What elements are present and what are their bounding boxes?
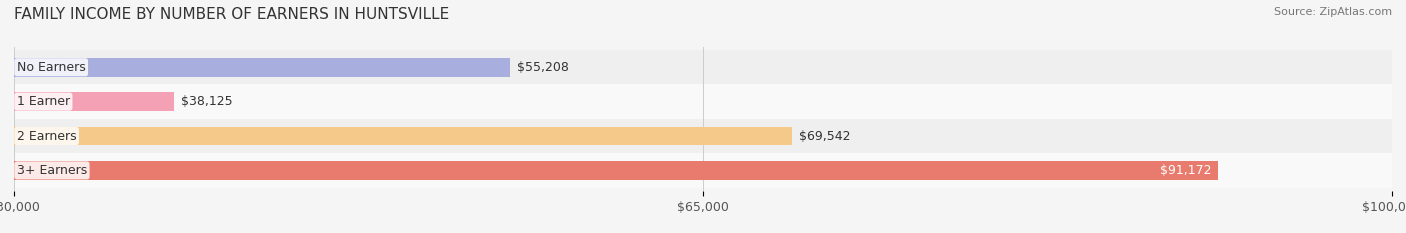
Bar: [14, 127, 793, 145]
Text: FAMILY INCOME BY NUMBER OF EARNERS IN HUNTSVILLE: FAMILY INCOME BY NUMBER OF EARNERS IN HU…: [14, 7, 450, 22]
Bar: [14, 84, 1392, 119]
Bar: [14, 153, 1392, 188]
Text: 1 Earner: 1 Earner: [17, 95, 70, 108]
Bar: [14, 161, 1218, 180]
Text: Source: ZipAtlas.com: Source: ZipAtlas.com: [1274, 7, 1392, 17]
Text: $69,542: $69,542: [799, 130, 851, 143]
Text: $55,208: $55,208: [517, 61, 569, 74]
Bar: [14, 119, 1392, 153]
Text: No Earners: No Earners: [17, 61, 86, 74]
Bar: [14, 92, 174, 111]
Text: $91,172: $91,172: [1160, 164, 1212, 177]
Bar: [14, 50, 1392, 84]
Bar: [14, 58, 510, 77]
Text: 2 Earners: 2 Earners: [17, 130, 76, 143]
Text: $38,125: $38,125: [181, 95, 232, 108]
Text: 3+ Earners: 3+ Earners: [17, 164, 87, 177]
